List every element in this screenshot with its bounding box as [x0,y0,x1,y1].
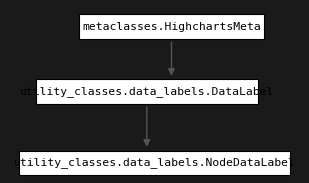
Text: metaclasses.HighchartsMeta: metaclasses.HighchartsMeta [82,22,261,31]
FancyBboxPatch shape [19,150,290,175]
FancyBboxPatch shape [36,79,258,104]
Text: utility_classes.data_labels.DataLabel: utility_classes.data_labels.DataLabel [19,86,274,97]
FancyBboxPatch shape [79,14,264,39]
Text: utility_classes.data_labels.NodeDataLabel: utility_classes.data_labels.NodeDataLabe… [14,157,295,168]
